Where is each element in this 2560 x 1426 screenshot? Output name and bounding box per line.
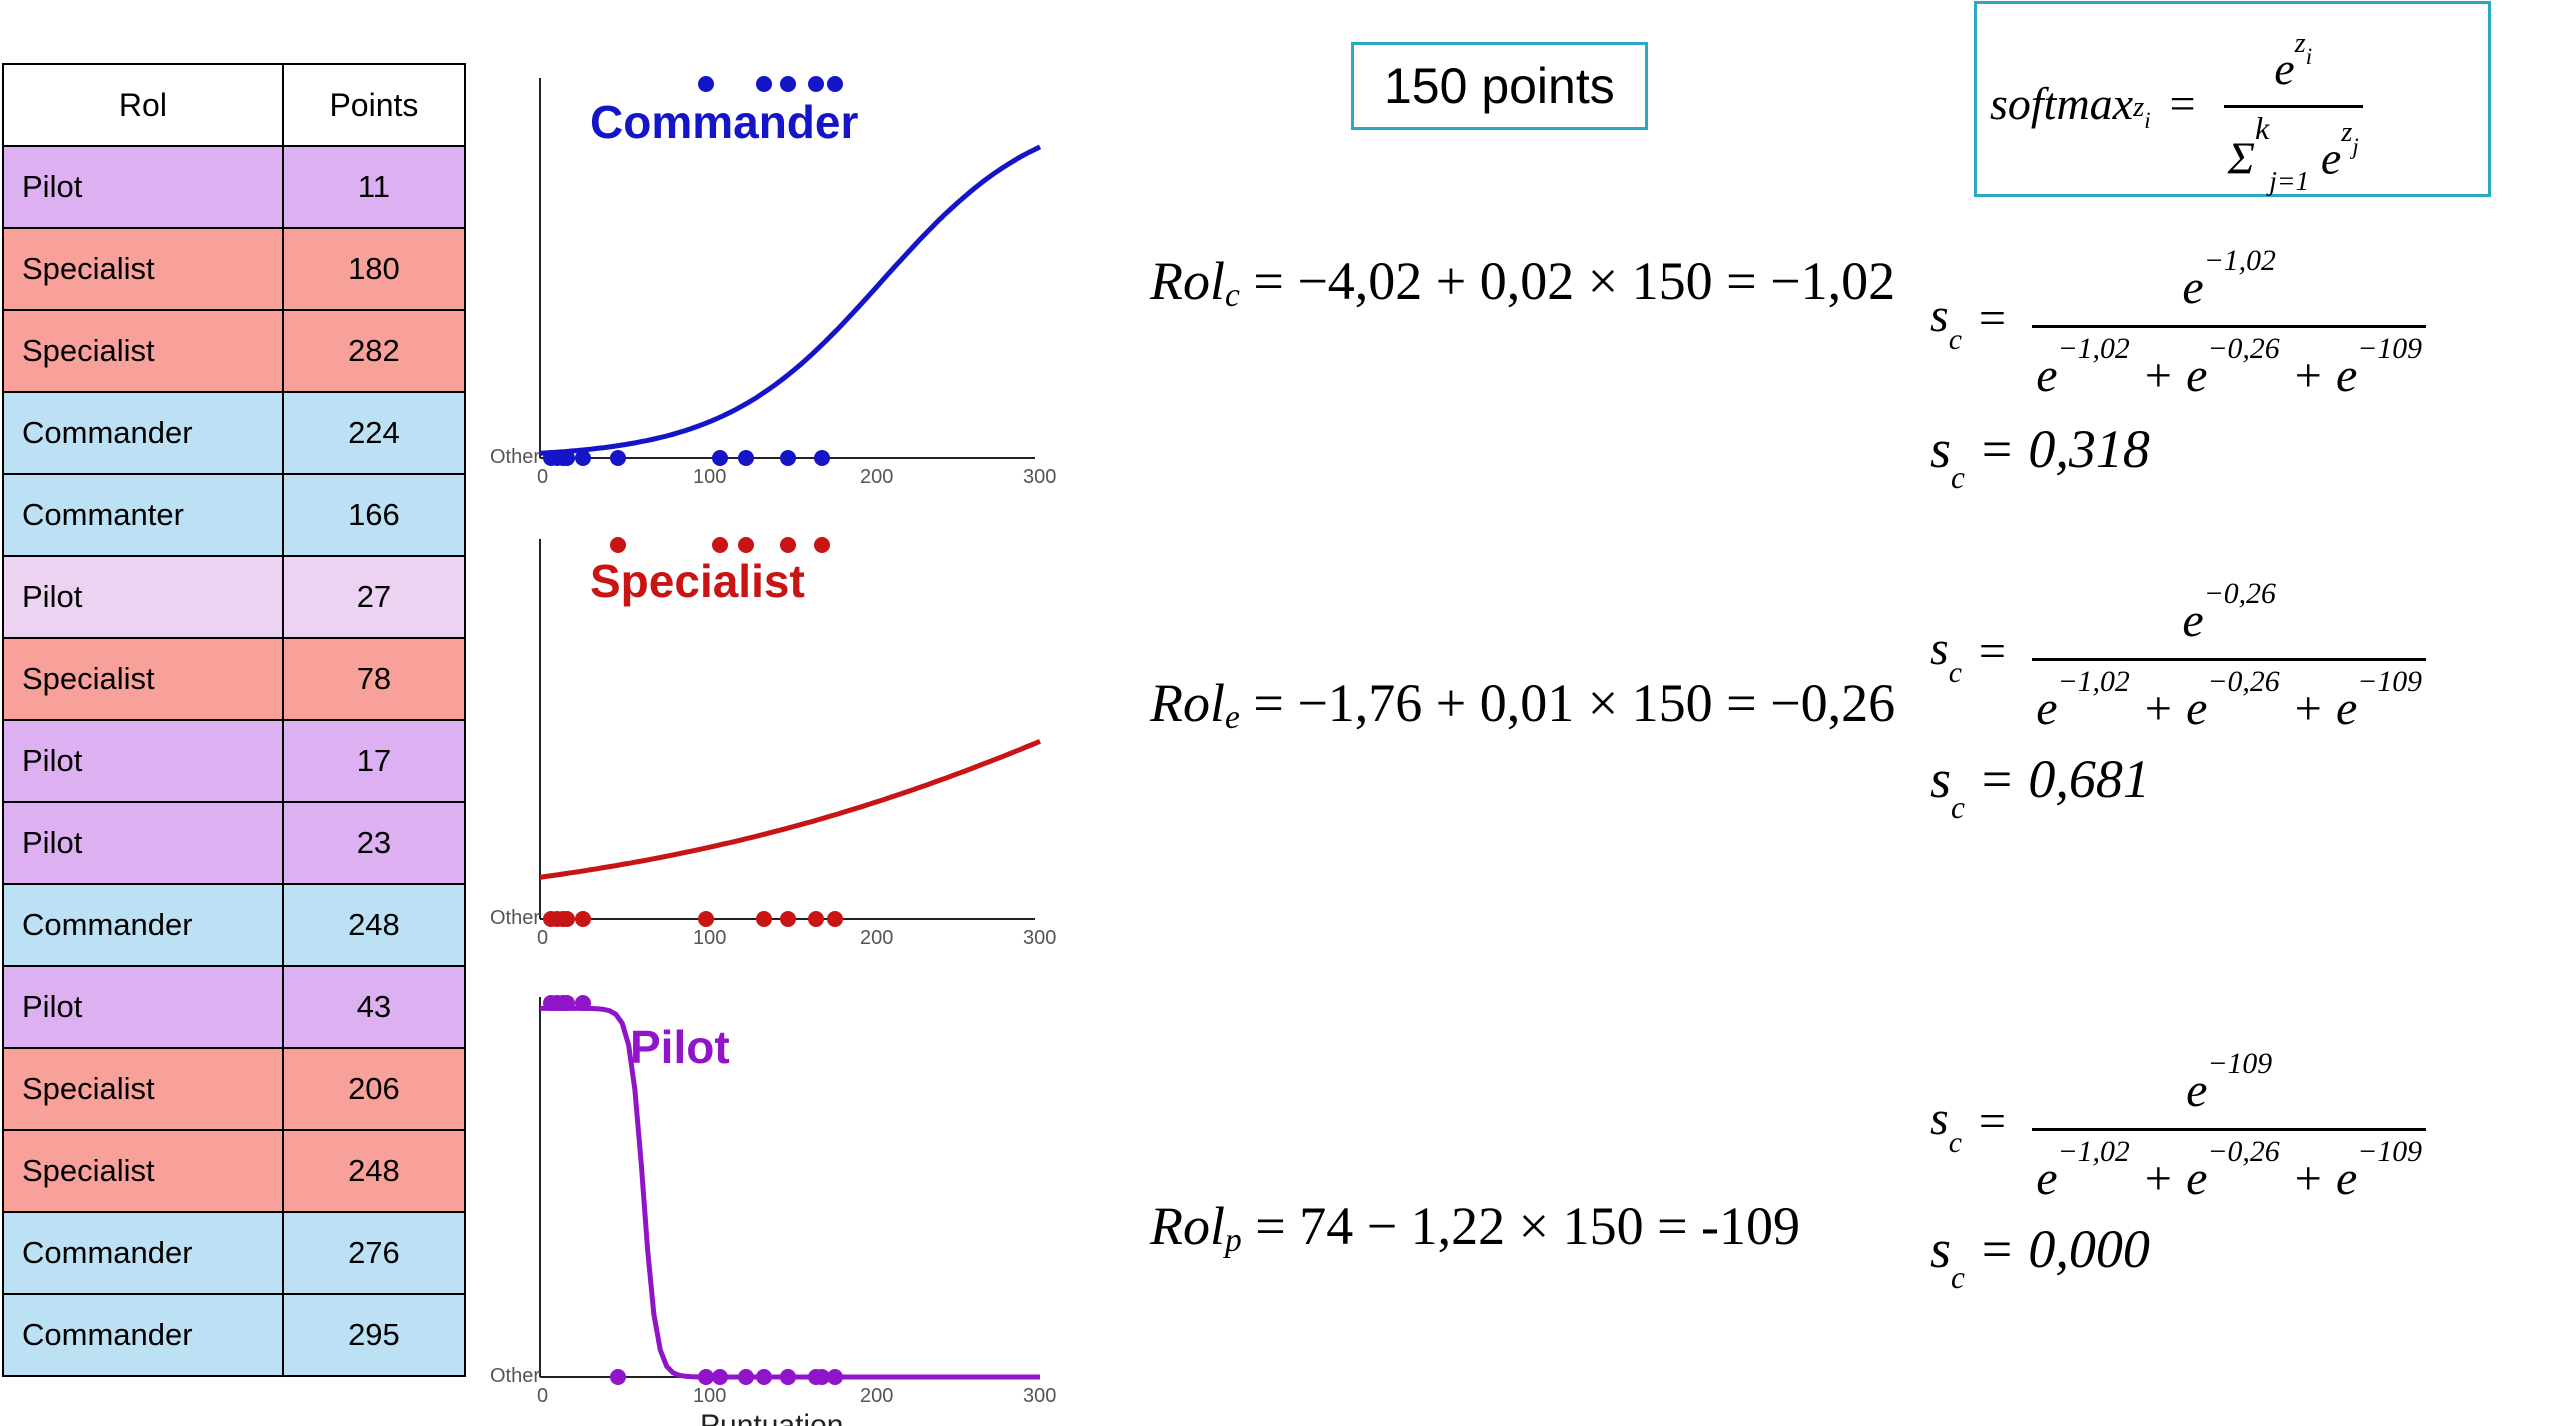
svg-text:200: 200 [860,927,893,949]
svg-text:300: 300 [1023,466,1056,488]
svg-text:300: 300 [1023,1385,1056,1407]
svg-text:300: 300 [1023,927,1056,949]
svg-text:100: 100 [693,466,726,488]
svg-text:100: 100 [693,927,726,949]
svg-text:200: 200 [860,1385,893,1407]
svg-text:Other: Other [490,446,540,468]
svg-text:0: 0 [537,927,548,949]
svg-text:0: 0 [537,466,548,488]
svg-text:100: 100 [693,1385,726,1407]
svg-text:Other: Other [490,907,540,929]
svg-text:0: 0 [537,1385,548,1407]
svg-text:Puntuation: Puntuation [700,1409,843,1426]
svg-text:200: 200 [860,466,893,488]
svg-text:Other: Other [490,1365,540,1387]
